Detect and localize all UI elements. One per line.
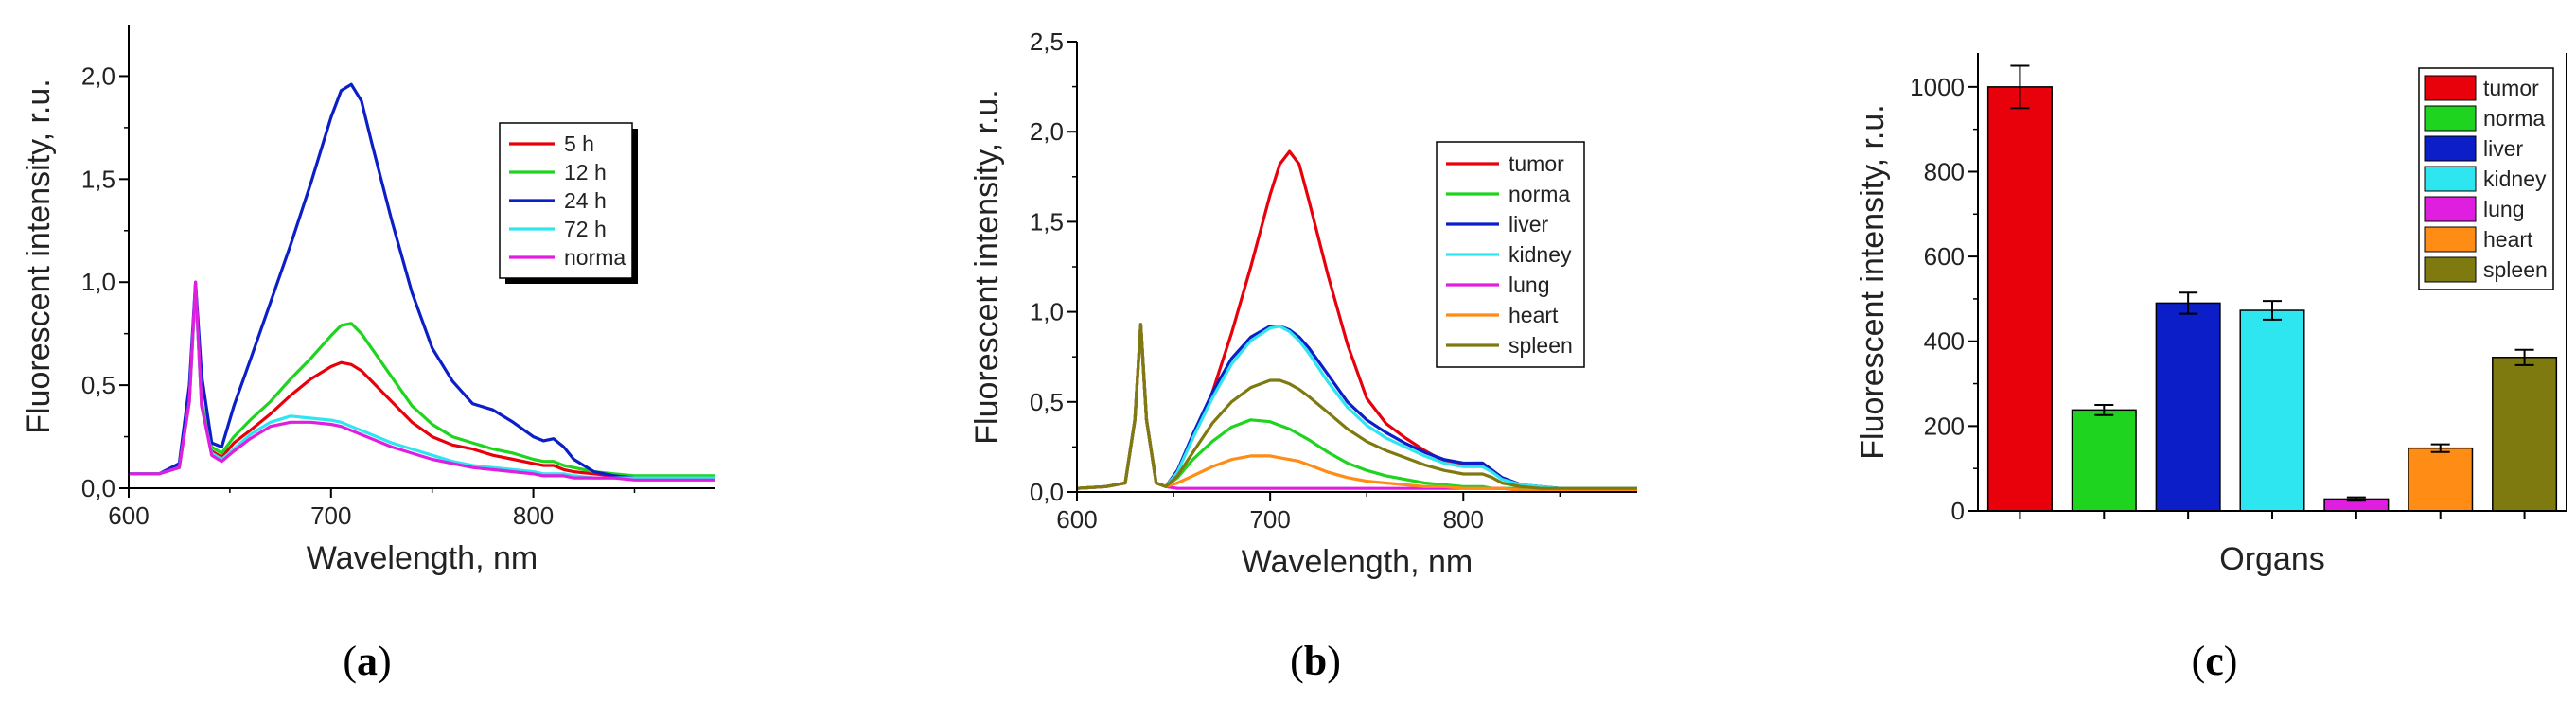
panel-c-bar-norma — [2071, 409, 2137, 512]
panel-a-legend-label: 24 h — [564, 188, 607, 213]
panel-c-chart: 0 200 400 600 800 1000 Organs Fluorescent inten… — [1855, 53, 2567, 577]
panel-b-legend-label: liver — [1509, 212, 1549, 237]
panel-b-legend-label: heart — [1509, 303, 1559, 327]
panel-c-legend-label: kidney — [2483, 167, 2547, 191]
panel-a-x-tick-label: 800 — [513, 501, 554, 530]
panel-c-bar-heart — [2408, 447, 2474, 512]
panel-a-x-tick-label: 700 — [310, 501, 351, 530]
panel-c-y-tick-label: 600 — [1924, 242, 1965, 271]
panel-c-legend-label: norma — [2483, 106, 2545, 131]
panel-c-legend: tumor norma liver kidney lung heart spleen — [2418, 67, 2554, 290]
panel-c-x-axis-label: Organs — [2219, 541, 2325, 577]
panel-c-legend-swatch — [2424, 256, 2477, 283]
panel-a-y-tick-label: 0,0 — [81, 474, 115, 502]
panel-a-y-tick-label: 2,0 — [81, 61, 115, 90]
panel-c-bar-kidney — [2239, 309, 2305, 512]
panel-b-x-tick-label: 600 — [1056, 505, 1097, 534]
panel-b-legend-label: norma — [1509, 182, 1570, 206]
panel-b-y-axis-label: Fluorescent intensity, r.u. — [969, 89, 1005, 444]
panel-c-legend-label: lung — [2483, 197, 2524, 221]
panel-c-legend-swatch — [2424, 135, 2477, 162]
panel-a-legend-label: 5 h — [564, 132, 594, 156]
panel-b-legend: tumor norma liver kidney lung heart spleen — [1436, 141, 1585, 368]
panel-a-series-norma — [129, 280, 715, 482]
panel-a-x-tick-label: 600 — [108, 501, 149, 530]
panel-b-legend-label: kidney — [1509, 242, 1572, 267]
panel-a-series-24h — [129, 82, 715, 480]
panel-a-legend-label: norma — [564, 245, 626, 270]
panel-c-legend-swatch — [2424, 166, 2477, 192]
panel-c-y-tick-label: 400 — [1924, 327, 1965, 356]
panel-b-x-axis-label: Wavelength, nm — [1242, 544, 1473, 580]
panel-c-legend-swatch — [2424, 226, 2477, 253]
panel-c-y-tick-label: 0 — [1951, 497, 1965, 525]
panel-a-y-tick-label: 1,5 — [81, 165, 115, 193]
panel-a-y-axis-label: Fluorescent intensity, r.u. — [21, 79, 57, 433]
panel-a-legend: 5 h 12 h 24 h 72 h norma — [499, 122, 638, 284]
panel-b-series-spleen — [1076, 323, 1637, 490]
panel-c-legend-label: heart — [2483, 227, 2533, 252]
panel-c-legend-label: liver — [2483, 136, 2524, 161]
panel-a-chart: 600 700 800 0,0 0,5 1,0 1,5 2,0 Wavelength, nm Fl… — [21, 25, 715, 576]
panel-b-y-tick-label: 2,0 — [1030, 117, 1064, 146]
panel-b-y-tick-label: 1,0 — [1030, 298, 1064, 326]
panel-a-y-tick-label: 0,5 — [81, 371, 115, 399]
panel-c-legend-swatch — [2424, 105, 2477, 132]
panel-c-bar-tumor — [1986, 86, 2053, 512]
panel-c-caption: (c) — [2192, 638, 2238, 684]
panel-b-legend-label: lung — [1509, 272, 1549, 297]
panel-c-y-tick-label: 200 — [1924, 412, 1965, 440]
panel-a-y-tick-label: 1,0 — [81, 268, 115, 296]
panel-c-legend-label: spleen — [2483, 257, 2548, 282]
panel-c-legend-swatch — [2424, 75, 2477, 101]
panel-b-y-tick-label: 1,5 — [1030, 207, 1064, 236]
panel-b-y-tick-label: 2,5 — [1030, 27, 1064, 56]
panel-a-legend-label: 72 h — [564, 217, 607, 241]
panel-a-caption: (a) — [343, 638, 391, 684]
panel-b-y-tick-label: 0,0 — [1030, 478, 1064, 506]
panel-b-x-tick-label: 700 — [1249, 505, 1290, 534]
panel-b-x-tick-label: 800 — [1443, 505, 1484, 534]
panel-c-legend-swatch — [2424, 196, 2477, 222]
panel-a-legend-label: 12 h — [564, 160, 607, 184]
panel-a-series-12h — [129, 285, 715, 478]
panel-c-legend-label: tumor — [2483, 76, 2539, 100]
panel-c-y-tick-label: 1000 — [1910, 73, 1965, 101]
panel-c-bar-spleen — [2492, 357, 2558, 512]
panel-c-bar-liver — [2155, 302, 2221, 512]
panel-c-y-tick-label: 800 — [1924, 157, 1965, 185]
panel-a-x-axis-label: Wavelength, nm — [307, 540, 538, 576]
panel-b-legend-label: tumor — [1509, 151, 1564, 176]
panel-c-y-axis-label: Fluorescent intensity, r.u. — [1855, 104, 1891, 459]
panel-b-chart: 600 700 800 0,0 0,5 1,0 1,5 2,0 2,5 Wavelength, n… — [969, 27, 1637, 580]
panel-b-legend-label: spleen — [1509, 333, 1573, 358]
panel-b-caption: (b) — [1290, 638, 1341, 684]
panel-b-y-tick-label: 0,5 — [1030, 388, 1064, 416]
